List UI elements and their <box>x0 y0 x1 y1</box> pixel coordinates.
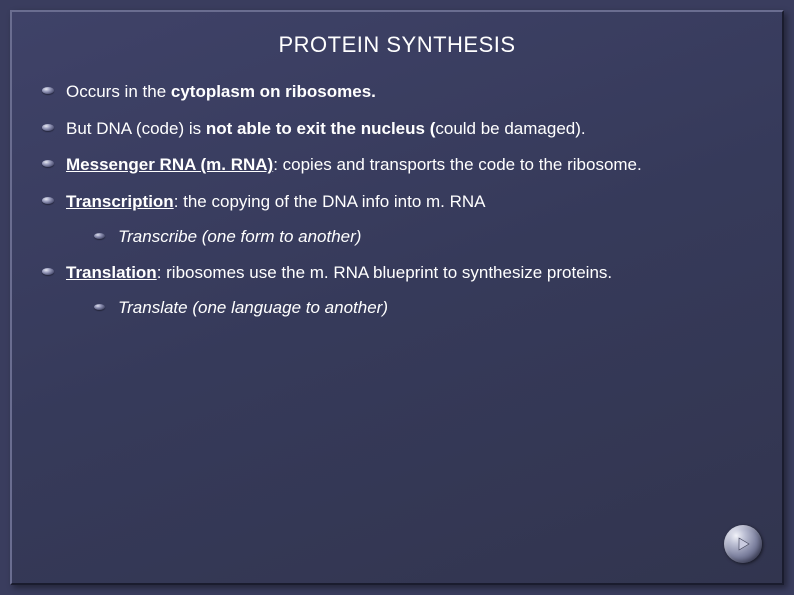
sub-list: Transcribe (one form to another) <box>94 225 752 250</box>
text: : copies and transports the code to the … <box>273 155 642 174</box>
sub-list: Translate (one language to another) <box>94 296 752 321</box>
text: could be damaged). <box>435 119 585 138</box>
text: But DNA (code) is <box>66 119 206 138</box>
sub-list-item: Transcribe (one form to another) <box>94 225 752 250</box>
text-bold-underline: Messenger RNA (m. RNA) <box>66 155 273 174</box>
bullet-icon <box>42 160 54 167</box>
bullet-icon <box>42 268 54 275</box>
bullet-icon <box>94 304 105 310</box>
text-bold: cytoplasm on ribosomes. <box>171 82 376 101</box>
bullet-icon <box>94 233 105 239</box>
list-item: Transcription: the copying of the DNA in… <box>42 190 752 249</box>
text-bold: not able to exit the nucleus ( <box>206 119 436 138</box>
list-item: Translation: ribosomes use the m. RNA bl… <box>42 261 752 320</box>
bullet-icon <box>42 87 54 94</box>
slide: PROTEIN SYNTHESIS Occurs in the cytoplas… <box>10 10 784 585</box>
text-italic: Translate (one language to another) <box>118 298 388 317</box>
list-item: Occurs in the cytoplasm on ribosomes. <box>42 80 752 105</box>
sub-list-item: Translate (one language to another) <box>94 296 752 321</box>
list-item: Messenger RNA (m. RNA): copies and trans… <box>42 153 752 178</box>
list-item: But DNA (code) is not able to exit the n… <box>42 117 752 142</box>
text-italic: Transcribe (one form to another) <box>118 227 361 246</box>
bullet-icon <box>42 124 54 131</box>
text-bold-underline: Transcription <box>66 192 174 211</box>
bullet-list: Occurs in the cytoplasm on ribosomes. Bu… <box>42 80 752 320</box>
text-bold-underline: Translation <box>66 263 157 282</box>
text: Occurs in the <box>66 82 171 101</box>
next-button[interactable] <box>724 525 762 563</box>
bullet-icon <box>42 197 54 204</box>
slide-title: PROTEIN SYNTHESIS <box>42 32 752 58</box>
play-icon <box>734 535 752 553</box>
text: : ribosomes use the m. RNA blueprint to … <box>157 263 612 282</box>
text: : the copying of the DNA info into m. RN… <box>174 192 486 211</box>
